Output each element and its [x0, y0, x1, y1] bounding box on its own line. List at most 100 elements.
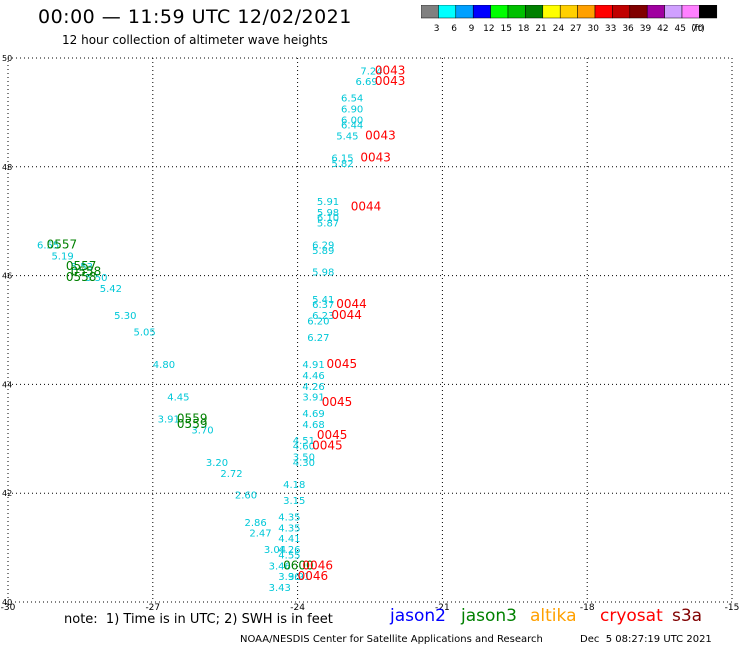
pass-id-label: 0045 — [317, 428, 348, 442]
pass-id-label: 0045 — [322, 395, 353, 409]
y-tick-label: 42 — [2, 489, 12, 498]
pass-id-label: 0043 — [360, 150, 391, 164]
satellite-s3a: s3a — [672, 606, 703, 626]
swh-value: 2.60 — [235, 491, 257, 502]
pass-id-label: 0559 — [177, 411, 208, 425]
pass-id-label: 0044 — [351, 199, 382, 213]
swh-value: 6.00 — [341, 115, 363, 126]
swh-value: 4.51 — [293, 436, 315, 447]
swh-value: 5.89 — [312, 246, 334, 257]
pass-id-label: 0045 — [312, 439, 343, 453]
x-tick-label: -18 — [580, 603, 595, 610]
pass-id-label: 0043 — [375, 74, 406, 88]
legend-label: 30 — [588, 24, 600, 34]
legend-label: 3 — [434, 24, 440, 34]
swh-value: 4.60 — [293, 442, 315, 453]
x-tick-label: -24 — [290, 603, 305, 610]
swh-value: 6.44 — [341, 121, 363, 132]
swh-value: 3.96 — [278, 572, 300, 583]
legend-label: 6 — [451, 24, 457, 34]
pass-id-label: 0043 — [365, 129, 396, 143]
swh-value: 4.35 — [278, 523, 300, 534]
swh-value: 4.45 — [167, 393, 189, 404]
swh-value: 3.04 — [264, 545, 286, 556]
color-legend: 3 6 9 12 15 18 21 24 27 30 33 36 39 42 45 70(ft) — [421, 5, 718, 34]
swh-value: 4.80 — [153, 360, 175, 371]
swh-value: 5.41 — [312, 295, 334, 306]
swh-value: 4.68 — [302, 420, 324, 431]
satellite-jason3: jason3 — [461, 606, 517, 626]
swh-value: 4.41 — [278, 534, 300, 545]
swh-value: 5.91 — [317, 197, 339, 208]
legend-label: 70 — [692, 24, 704, 34]
pass-id-label: 0046 — [302, 558, 333, 572]
y-tick-label: 46 — [2, 272, 12, 281]
swh-value: 2.47 — [249, 529, 271, 540]
swh-value: 6.29 — [312, 240, 334, 251]
legend-label: 12 — [483, 24, 494, 34]
swh-value: 5.98 — [317, 208, 339, 219]
swh-value: 5.45 — [336, 132, 358, 143]
swh-value: 4.69 — [302, 409, 324, 420]
swh-value: 6.55 — [37, 240, 59, 251]
x-tick-label: -15 — [725, 603, 740, 610]
pass-id-label: 0044 — [336, 297, 367, 311]
pass-id-label: 0046 — [298, 569, 329, 583]
swh-value: 4.26 — [278, 545, 300, 556]
swh-value: 6.20 — [307, 317, 329, 328]
x-tick-label: -27 — [145, 603, 160, 610]
legend-label: 42 — [657, 24, 668, 34]
swh-value: 5.30 — [114, 311, 136, 322]
plot-frame — [7, 57, 733, 603]
grid — [8, 58, 732, 602]
pass-id-label: 0558 — [66, 270, 97, 284]
x-tick-label: -30 — [1, 603, 16, 610]
swh-value: 2.86 — [245, 518, 267, 529]
legend-swatch — [699, 5, 718, 19]
swh-value: 4.26 — [302, 382, 324, 393]
swh-value: 5.53 — [71, 262, 93, 273]
swh-value: 3.91 — [302, 393, 324, 404]
swh-value: 4.30 — [293, 458, 315, 469]
swh-value: 6.27 — [307, 333, 329, 344]
swh-value: 5.19 — [51, 251, 73, 262]
swh-value: 3.43 — [269, 583, 291, 594]
legend-label: 27 — [570, 24, 581, 34]
swh-value: 4.18 — [283, 480, 305, 491]
y-tick-label: 44 — [2, 380, 12, 389]
swh-value: 4.91 — [302, 360, 324, 371]
swh-value: 3.91 — [288, 572, 310, 583]
x-tick-label: -21 — [435, 603, 450, 610]
swh-value: 4.35 — [278, 512, 300, 523]
legend-label: 45 — [675, 24, 686, 34]
legend-label: 21 — [535, 24, 546, 34]
swh-value: 6.90 — [341, 104, 363, 115]
chart-subtitle: 12 hour collection of altimeter wave hei… — [62, 33, 328, 47]
satellite-cryosat: cryosat — [600, 606, 663, 626]
satellite-jason2: jason2 — [390, 606, 446, 626]
legend-label: 15 — [501, 24, 512, 34]
swh-value: 6.10 — [317, 213, 339, 224]
swh-value: 5.50 — [85, 273, 107, 284]
legend-label: 33 — [605, 24, 616, 34]
generated-date: Dec 5 08:27:19 UTC 2021 — [580, 634, 712, 645]
swh-value: 5.98 — [312, 268, 334, 279]
axes: -30 -27 -24 -21 -18 -15 40 42 44 46 48 50 — [1, 54, 740, 610]
swh-value: 3.91 — [158, 414, 180, 425]
swh-value: 5.05 — [133, 327, 155, 338]
swh-value: 3.70 — [191, 425, 213, 436]
footer-notes: note: 1) Time is in UTC; 2) SWH is in fe… — [64, 612, 333, 627]
pass-id-label: 0044 — [331, 308, 362, 322]
swh-value: 6.15 — [331, 153, 353, 164]
pass-id-label: 0557 — [66, 259, 97, 273]
legend-label: 39 — [640, 24, 652, 34]
legend-label: 18 — [518, 24, 530, 34]
credit-text: NOAA/NESDIS Center for Satellite Applica… — [240, 634, 543, 645]
swh-value: 5.82 — [331, 159, 353, 170]
pass-id-label: 0557 — [47, 237, 78, 251]
swh-value: 6.54 — [341, 94, 363, 105]
swh-value: 5.42 — [100, 284, 122, 295]
swh-value: 2.72 — [220, 469, 242, 480]
swh-value: 4.55 — [278, 550, 300, 561]
